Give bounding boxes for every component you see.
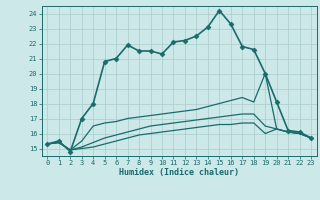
X-axis label: Humidex (Indice chaleur): Humidex (Indice chaleur) xyxy=(119,168,239,177)
